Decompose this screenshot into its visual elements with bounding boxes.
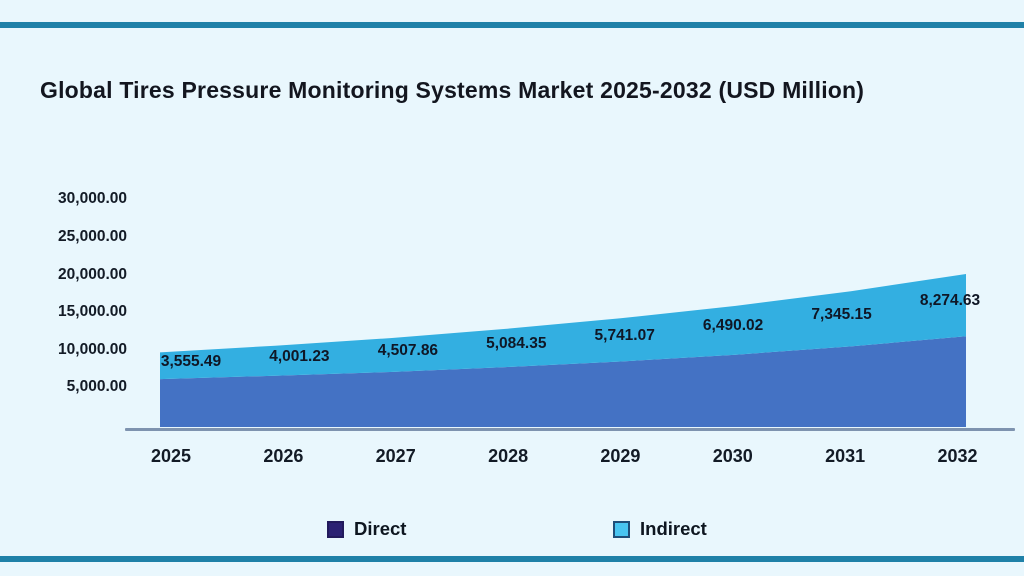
- indirect-data-label: 6,490.02: [702, 317, 764, 335]
- top-divider-rule: [0, 22, 1024, 28]
- x-axis-category-label: 2030: [712, 446, 753, 466]
- y-axis-tick-label: 20,000.00: [58, 265, 127, 283]
- indirect-data-label: 3,555.49: [160, 352, 222, 370]
- legend-label-direct: Direct: [354, 518, 407, 539]
- legend-label-indirect: Indirect: [640, 518, 707, 539]
- x-axis-category-label: 2028: [488, 446, 529, 466]
- y-axis-tick-label: 25,000.00: [58, 228, 127, 245]
- direct-legend-swatch-icon: [327, 520, 344, 538]
- indirect-data-label: 7,345.15: [811, 305, 872, 323]
- x-axis-category-label: 2029: [600, 446, 641, 466]
- y-axis-tick-label: 5,000.00: [66, 378, 127, 396]
- y-axis-tick-label: 10,000.00: [58, 340, 127, 358]
- chart-legend: Direct Indirect: [0, 517, 1024, 545]
- y-axis-tick-label: 30,000.00: [58, 190, 127, 208]
- legend-item-indirect: Indirect: [613, 517, 707, 541]
- legend-item-direct: Direct: [327, 517, 406, 541]
- indirect-area-series: [160, 274, 966, 380]
- indirect-legend-swatch-icon: [613, 520, 630, 538]
- indirect-data-label: 5,084.35: [486, 335, 547, 352]
- x-axis-category-label: 2031: [825, 446, 866, 466]
- indirect-data-label: 5,741.07: [594, 326, 655, 344]
- x-axis-category-label: 2026: [263, 446, 304, 466]
- x-axis-line: [125, 428, 1015, 431]
- indirect-data-label: 4,001.23: [269, 347, 330, 365]
- x-axis-category-label: 2027: [375, 446, 416, 466]
- indirect-data-label: 4,507.86: [377, 342, 439, 359]
- x-axis-category-label: 2032: [937, 446, 978, 466]
- x-axis-category-label: 2025: [150, 446, 192, 466]
- y-axis-tick-label: 15,000.00: [58, 303, 127, 321]
- direct-area-series: [160, 336, 966, 427]
- bottom-divider-rule: [0, 556, 1024, 562]
- chart-title: Global Tires Pressure Monitoring Systems…: [40, 77, 865, 104]
- indirect-data-label: 8,274.63: [919, 292, 981, 310]
